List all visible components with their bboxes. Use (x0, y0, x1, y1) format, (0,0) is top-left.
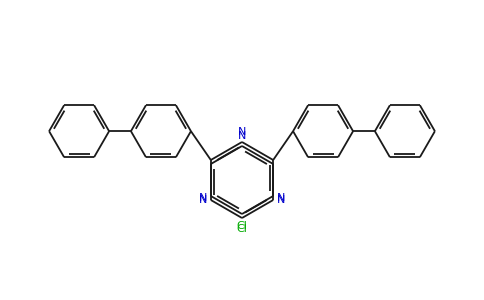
Text: Cl: Cl (237, 221, 247, 231)
Text: N: N (198, 193, 207, 203)
Text: N: N (238, 131, 246, 141)
Text: Cl: Cl (237, 224, 247, 234)
Text: N: N (198, 195, 207, 205)
Text: N: N (238, 127, 246, 137)
Text: N: N (277, 193, 286, 203)
Text: N: N (277, 195, 286, 205)
